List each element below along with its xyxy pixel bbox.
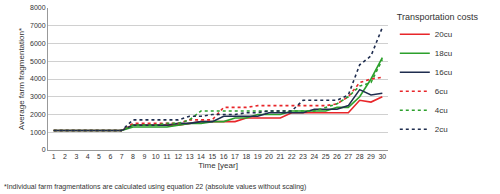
svg-text:13: 13 [186, 153, 194, 160]
svg-text:3: 3 [74, 153, 78, 160]
svg-text:16: 16 [220, 153, 228, 160]
svg-text:28: 28 [356, 153, 364, 160]
svg-text:3000: 3000 [30, 93, 46, 100]
svg-text:8000: 8000 [30, 4, 46, 11]
svg-text:22: 22 [288, 153, 296, 160]
svg-text:6000: 6000 [30, 40, 46, 47]
svg-text:Time [year]: Time [year] [198, 161, 238, 170]
svg-text:4cu: 4cu [435, 106, 448, 115]
svg-text:24: 24 [310, 153, 318, 160]
svg-text:25: 25 [322, 153, 330, 160]
svg-text:2: 2 [63, 153, 67, 160]
svg-text:2cu: 2cu [435, 125, 448, 134]
svg-text:18cu: 18cu [435, 49, 452, 58]
svg-text:27: 27 [344, 153, 352, 160]
svg-text:7: 7 [120, 153, 124, 160]
svg-text:16cu: 16cu [435, 68, 452, 77]
svg-text:21: 21 [276, 153, 284, 160]
svg-text:6cu: 6cu [435, 87, 448, 96]
svg-text:4: 4 [86, 153, 90, 160]
svg-text:20cu: 20cu [435, 30, 452, 39]
svg-text:20: 20 [265, 153, 273, 160]
svg-text:9: 9 [142, 153, 146, 160]
svg-text:6: 6 [108, 153, 112, 160]
svg-text:17: 17 [231, 153, 239, 160]
svg-text:5000: 5000 [30, 58, 46, 65]
svg-text:1: 1 [52, 153, 56, 160]
svg-text:10: 10 [152, 153, 160, 160]
svg-text:12: 12 [174, 153, 182, 160]
svg-text:7000: 7000 [30, 22, 46, 29]
svg-text:29: 29 [367, 153, 375, 160]
svg-text:*Individual farm fragmentation: *Individual farm fragmentations are calc… [4, 183, 306, 191]
svg-text:23: 23 [299, 153, 307, 160]
svg-text:4000: 4000 [30, 75, 46, 82]
svg-text:15: 15 [208, 153, 216, 160]
svg-text:0: 0 [42, 146, 46, 153]
svg-text:14: 14 [197, 153, 205, 160]
svg-text:30: 30 [378, 153, 386, 160]
svg-text:Transportation costs: Transportation costs [397, 12, 479, 22]
svg-text:1000: 1000 [30, 129, 46, 136]
svg-text:18: 18 [242, 153, 250, 160]
svg-text:Average farm fragmentation*: Average farm fragmentation* [17, 28, 26, 130]
svg-text:5: 5 [97, 153, 101, 160]
svg-text:11: 11 [163, 153, 170, 160]
svg-text:26: 26 [333, 153, 341, 160]
svg-text:2000: 2000 [30, 111, 46, 118]
svg-text:8: 8 [131, 153, 135, 160]
svg-text:19: 19 [254, 153, 262, 160]
